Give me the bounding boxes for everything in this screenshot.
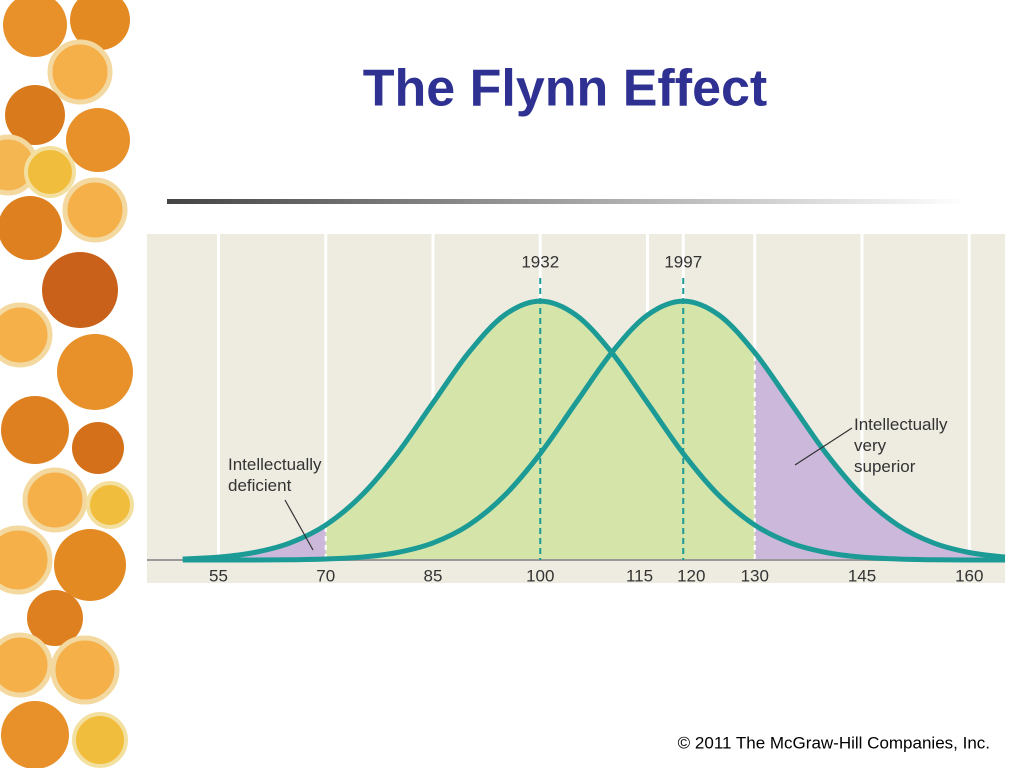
annotation: Intellectually deficient (228, 455, 322, 495)
curve (182, 298, 1006, 563)
slide-title: The Flynn Effect (363, 60, 767, 118)
leader (284, 499, 314, 551)
deficient-fill (182, 525, 326, 560)
x-tick-label: 70 (316, 566, 335, 585)
x-tick-label: 115 (626, 566, 653, 585)
x-tick-label: 120 (677, 566, 705, 585)
x-tick-label: 130 (741, 566, 769, 585)
chart: 1932 1997 55 70 85 100 115 120 130 145 160 Intellec… (147, 234, 1006, 585)
x-tick-label: 100 (526, 566, 554, 585)
x-tick-label: 55 (209, 566, 228, 585)
normal-range-fill (325, 301, 755, 560)
superior-fill (754, 352, 1005, 560)
separator (167, 199, 967, 204)
orange-decoration (0, 0, 134, 768)
annotation: Intellectually very superior (854, 415, 948, 476)
leader (794, 427, 853, 466)
x-tick-label: 160 (955, 566, 983, 585)
series-label: 1997 (664, 252, 702, 271)
x-tick-label: 145 (848, 566, 876, 585)
series-label: 1932 (521, 252, 559, 271)
footer: © 2011 The McGraw-Hill Companies, Inc. (678, 733, 990, 752)
x-tick-label: 85 (424, 566, 443, 585)
curve (182, 298, 1006, 563)
